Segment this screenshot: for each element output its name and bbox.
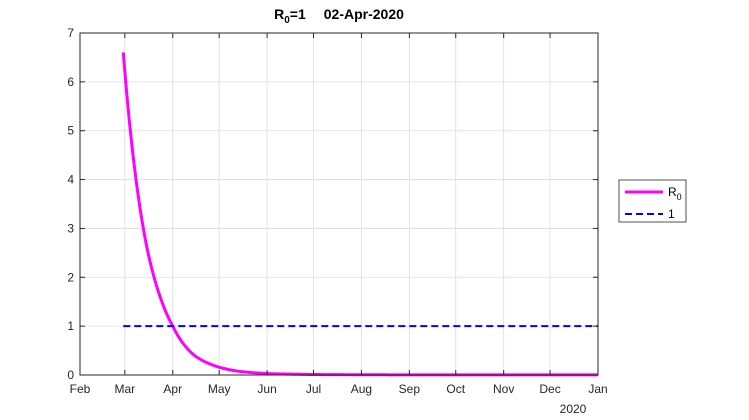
x-tick-label: Oct [446,382,465,396]
x-axis-ticks: Feb Mar Apr May Jun Jul Aug Sep Oct Nov Dec Jan [70,33,608,396]
legend: R0 1 [618,179,687,223]
y-tick-label: 4 [67,173,74,187]
chart-title: R0=1 02-Apr-2020 [274,6,404,26]
y-tick-label: 1 [67,319,74,333]
x-tick-label: Feb [70,382,91,396]
y-tick-label: 7 [67,26,74,40]
y-tick-label: 2 [67,270,74,284]
y-tick-label: 5 [67,124,74,138]
x-tick-label: Jun [257,382,276,396]
x-tick-label: May [208,382,231,396]
title-r0: R [274,6,284,22]
x-tick-label: Apr [163,382,182,396]
y-tick-label: 0 [67,368,74,382]
legend-label-one: 1 [668,207,675,221]
title-r0-suffix: =1 [290,6,306,22]
y-tick-label: 3 [67,221,74,235]
y-axis-ticks: 0 1 2 3 4 5 6 7 [67,26,598,382]
y-tick-label: 6 [67,75,74,89]
x-tick-label: Jul [306,382,321,396]
plot-frame [79,32,599,376]
x-tick-label: Nov [493,382,514,396]
x-tick-label: Dec [539,382,560,396]
legend-label-r0: R0 [668,185,682,202]
x-tick-label: Aug [351,382,372,396]
x-tick-label: Sep [399,382,421,396]
title-r0-subscript: 0 [284,15,290,26]
x-tick-label: Jan [588,382,607,396]
title-date: 02-Apr-2020 [324,6,404,22]
x-axis-year-label: 2020 [560,402,587,416]
x-tick-label: Mar [115,382,136,396]
plot-area [80,33,598,375]
